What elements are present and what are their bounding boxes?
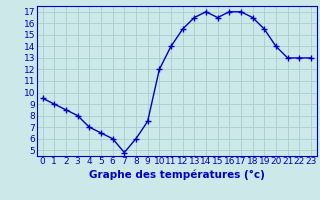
X-axis label: Graphe des températures (°c): Graphe des températures (°c) (89, 169, 265, 180)
